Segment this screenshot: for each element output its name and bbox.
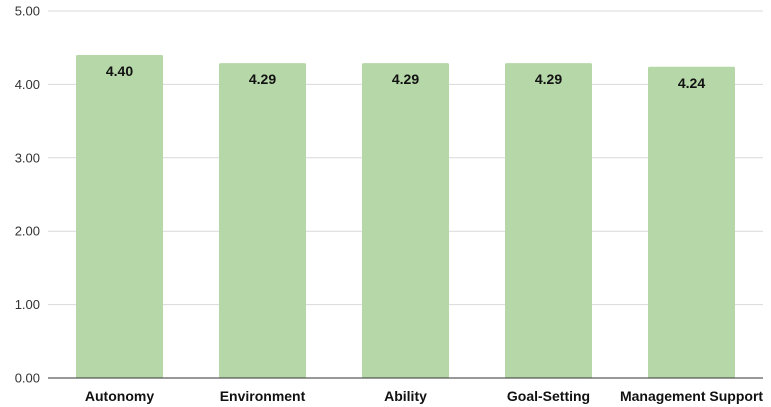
y-tick-label: 3.00 bbox=[15, 150, 40, 165]
bar-goal-setting bbox=[505, 63, 592, 378]
category-label: Management Support bbox=[620, 388, 763, 404]
category-label: Environment bbox=[220, 388, 306, 404]
y-tick-label: 4.00 bbox=[15, 77, 40, 92]
category-label: Ability bbox=[384, 388, 427, 404]
bar-management-support bbox=[648, 66, 735, 378]
bars bbox=[76, 55, 735, 378]
data-label: 4.29 bbox=[535, 71, 562, 87]
data-labels: 4.40 4.29 4.29 4.29 4.24 bbox=[106, 63, 705, 91]
y-tick-label: 2.00 bbox=[15, 224, 40, 239]
category-label: Goal-Setting bbox=[507, 388, 590, 404]
data-label: 4.29 bbox=[249, 71, 276, 87]
bar-ability bbox=[362, 63, 449, 378]
data-label: 4.40 bbox=[106, 63, 133, 79]
category-labels: Autonomy Environment Ability Goal-Setting Ma… bbox=[85, 388, 764, 404]
category-label: Autonomy bbox=[85, 388, 154, 404]
y-tick-labels: 0.00 1.00 2.00 3.00 4.00 5.00 bbox=[15, 4, 40, 386]
y-tick-label: 0.00 bbox=[15, 371, 40, 386]
data-label: 4.24 bbox=[678, 75, 705, 91]
data-label: 4.29 bbox=[392, 71, 419, 87]
y-tick-label: 5.00 bbox=[15, 4, 40, 19]
y-tick-label: 1.00 bbox=[15, 297, 40, 312]
bar-environment bbox=[219, 63, 306, 378]
bar-autonomy bbox=[76, 55, 163, 378]
